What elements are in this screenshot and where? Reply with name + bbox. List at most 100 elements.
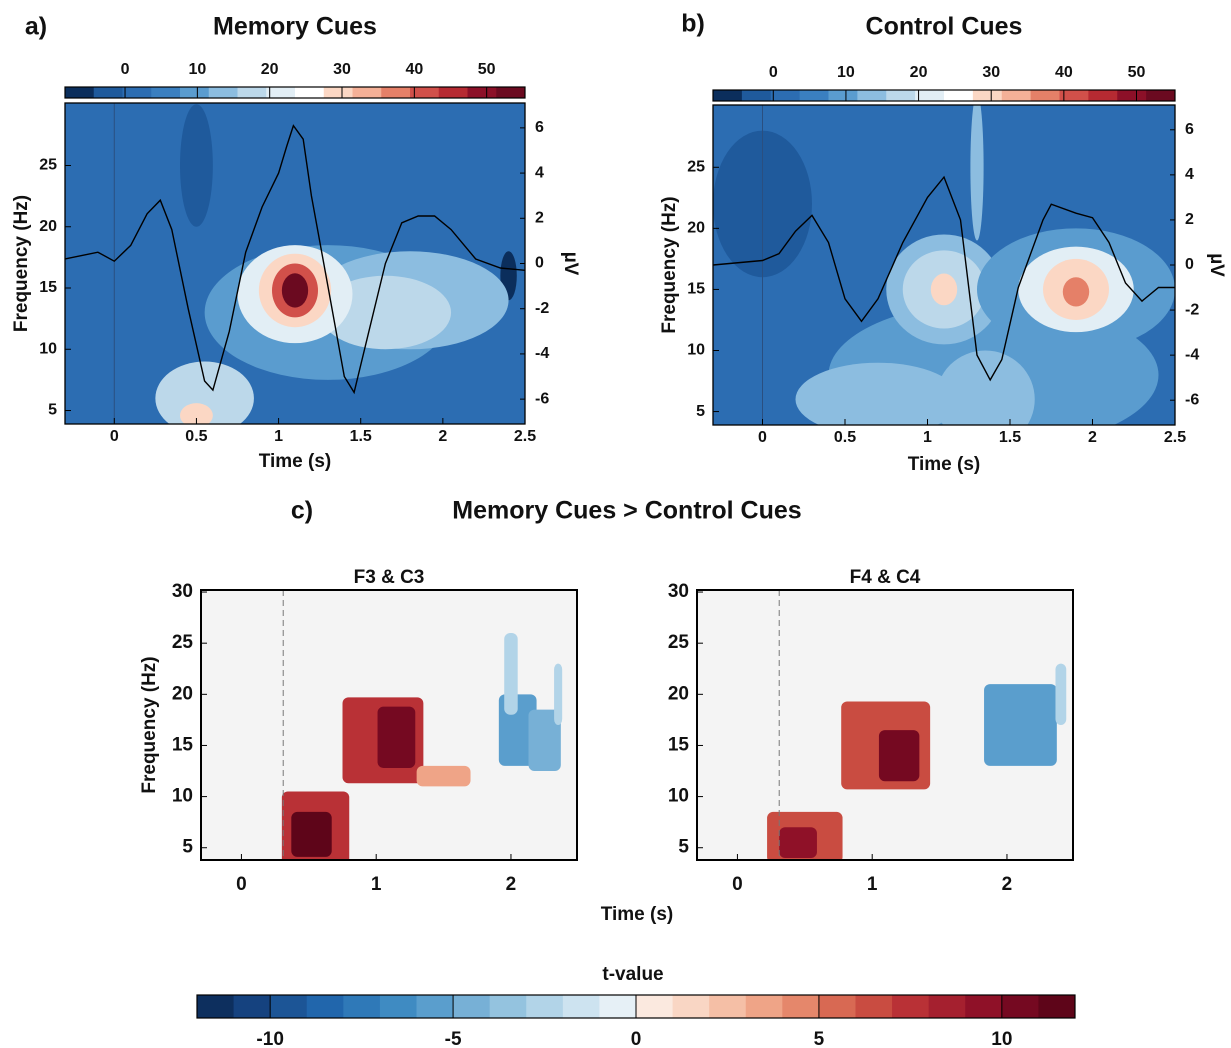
colorbar-segment: [1038, 995, 1076, 1018]
colorbar-segment: [323, 87, 353, 98]
colorbar-segment: [180, 87, 210, 98]
contour-region: [155, 361, 254, 424]
colorbar-segment: [599, 995, 637, 1018]
y-tick-label: 5: [696, 403, 705, 420]
y-tick-label: 30: [172, 581, 193, 602]
cluster-region: [416, 765, 471, 787]
colorbar-segment: [416, 995, 454, 1018]
cluster-region: [984, 684, 1057, 766]
y-tick-label: 10: [668, 786, 689, 807]
colorbar-tick-label: 50: [1128, 64, 1146, 81]
colorbar-segment: [65, 87, 95, 98]
y-tick-label: 25: [668, 632, 690, 653]
y2-tick-label: -4: [1185, 346, 1199, 363]
cluster-region: [528, 709, 561, 772]
colorbar-segment: [1030, 90, 1060, 101]
plot-frame: [200, 589, 578, 861]
panel-label: a): [25, 13, 47, 41]
colorbar-segment: [453, 995, 491, 1018]
contour-region: [180, 403, 213, 424]
cluster-region: [377, 706, 416, 768]
colorbar-segment: [295, 87, 325, 98]
cluster-region: [779, 827, 817, 858]
colorbar-segment: [886, 90, 916, 101]
y2-tick-label: 4: [1185, 166, 1194, 183]
y-tick-label: 25: [39, 157, 57, 174]
y-tick-label: 30: [668, 581, 689, 602]
colorbar-segment: [965, 995, 1003, 1018]
colorbar-segment: [972, 90, 1003, 101]
y-tick-label: 10: [172, 786, 193, 807]
cluster-region: [1055, 663, 1067, 725]
colorbar-segment: [526, 995, 564, 1018]
colorbar-segment: [713, 90, 743, 101]
cluster-region: [504, 632, 518, 715]
y-tick-label: 20: [39, 218, 57, 235]
plot-frame: [696, 589, 1074, 861]
x-tick-label: 1.5: [350, 428, 372, 445]
colorbar-segment: [928, 995, 966, 1018]
colorbar-segment: [770, 90, 801, 101]
colorbar-label: t-value: [602, 964, 663, 985]
chart-title: F4 & C4: [850, 567, 921, 588]
colorbar-segment: [306, 995, 344, 1018]
y2-tick-label: 2: [535, 210, 544, 227]
chart-title: Memory Cues: [213, 13, 377, 41]
colorbar-segment: [266, 87, 296, 98]
plot-frame: [712, 104, 1176, 426]
colorbar-tick-label: 20: [910, 64, 928, 81]
colorbar-segment: [799, 90, 829, 101]
x-axis-label: Time (s): [908, 454, 981, 475]
cluster-region: [554, 663, 563, 725]
colorbar-segment: [1146, 90, 1176, 101]
colorbar-tick-label: 0: [121, 61, 130, 78]
colorbar-segment: [496, 87, 526, 98]
x-tick-label: 1: [371, 874, 382, 895]
x-tick-label: 0: [732, 874, 743, 895]
colorbar-segment: [745, 995, 783, 1018]
contour-region: [795, 362, 961, 425]
colorbar-segment: [741, 90, 772, 101]
y2-axis-label: µV: [1206, 253, 1227, 277]
x-tick-label: 2: [438, 428, 447, 445]
colorbar-segment: [782, 995, 820, 1018]
y2-tick-label: -4: [535, 345, 549, 362]
colorbar-segment: [1001, 90, 1032, 101]
colorbar-segment: [197, 995, 235, 1018]
y-tick-label: 15: [687, 281, 705, 298]
y2-tick-label: 4: [535, 164, 544, 181]
colorbar-segment: [855, 995, 893, 1018]
y-tick-label: 5: [48, 402, 57, 419]
y2-tick-label: 0: [1185, 256, 1194, 273]
colorbar-tick-label: 0: [769, 64, 778, 81]
colorbar-segment: [352, 87, 382, 98]
colorbar-segment: [122, 87, 152, 98]
y-tick-label: 20: [172, 683, 193, 704]
y-tick-label: 10: [39, 340, 57, 357]
colorbar-frame: [712, 89, 1176, 102]
cluster-region: [291, 811, 332, 857]
y2-tick-label: 6: [1185, 121, 1194, 138]
x-tick-label: 0.5: [834, 429, 856, 446]
colorbar-tick-label: 20: [261, 61, 279, 78]
contour-region: [1062, 277, 1090, 307]
x-tick-label: 0.5: [185, 428, 207, 445]
y-tick-label: 5: [182, 837, 193, 858]
colorbar-segment: [828, 90, 858, 101]
x-tick-label: 1: [274, 428, 283, 445]
colorbar-segment: [438, 87, 468, 98]
plot-area: [65, 103, 525, 424]
panel-label: b): [681, 10, 705, 38]
colorbar-segment: [151, 87, 181, 98]
x-axis-label: Time (s): [601, 904, 674, 925]
y-tick-label: 15: [39, 279, 57, 296]
erp-line: [65, 124, 525, 395]
panel-label: c): [291, 497, 313, 525]
colorbar-segment: [892, 995, 930, 1018]
y-tick-label: 25: [172, 632, 194, 653]
y2-tick-label: 2: [1185, 211, 1194, 228]
plot-area: [713, 105, 1175, 425]
colorbar-tick-label: 40: [1055, 64, 1073, 81]
y2-tick-label: -2: [1185, 301, 1199, 318]
chart-title: Control Cues: [866, 13, 1023, 41]
